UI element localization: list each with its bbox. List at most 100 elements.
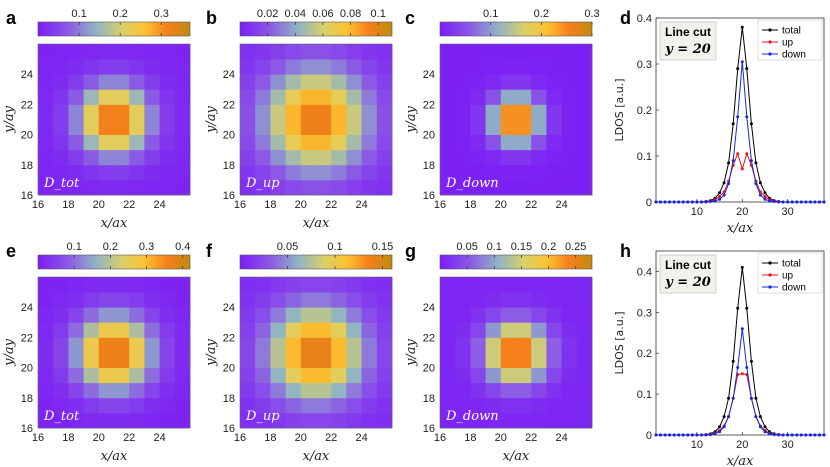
heatmap-cell — [331, 292, 347, 308]
heatmap-cell — [255, 277, 271, 293]
heatmap-cell — [83, 119, 100, 135]
heatmap-cell — [546, 164, 562, 181]
heatmap-cell — [470, 382, 486, 399]
heatmap-cell — [546, 89, 562, 105]
heatmap-cell — [485, 134, 502, 151]
heatmap-cell — [376, 412, 393, 429]
data-point-total — [731, 122, 735, 126]
heatmap-cell — [331, 59, 347, 75]
heatmap-cell — [331, 89, 347, 105]
heatmap-cell — [546, 149, 562, 166]
data-point-down — [695, 433, 699, 437]
heatmap-cell — [285, 134, 302, 151]
heatmap-cell — [255, 149, 271, 166]
heatmap-cell — [270, 59, 286, 75]
heatmap-cell — [361, 119, 378, 135]
heatmap-cell — [500, 74, 517, 90]
heatmap-cell — [174, 179, 191, 196]
heatmap-cell — [270, 277, 286, 293]
heatmap-cell — [576, 164, 593, 181]
heatmap-cell — [300, 164, 317, 181]
heatmap-cell — [159, 307, 176, 323]
data-point-down — [663, 200, 667, 204]
heatmap-cell — [144, 74, 160, 90]
heatmap-cell — [316, 307, 332, 323]
heatmap-cell — [331, 322, 347, 338]
heatmap-cell — [38, 352, 54, 368]
x-tick-label: 16 — [234, 432, 246, 444]
heatmap-cell — [129, 59, 145, 75]
heatmap-cell — [159, 74, 176, 90]
heatmap-cell — [159, 397, 176, 414]
heatmap-cell — [255, 352, 271, 368]
heatmap-cell — [53, 134, 69, 151]
heatmap-cell — [531, 292, 547, 308]
heatmap-cell — [455, 352, 471, 368]
heatmap-cell — [144, 412, 160, 429]
heatmap-cell — [455, 44, 471, 60]
heatmap-cell — [83, 337, 100, 353]
heatmap-cell — [38, 397, 54, 414]
heatmap-cell — [470, 89, 486, 105]
data-point-down — [813, 200, 817, 204]
heatmap-cell — [255, 119, 271, 135]
data-point-down — [790, 433, 794, 437]
heatmap-cell — [576, 74, 593, 90]
data-point-down — [822, 433, 826, 437]
heatmap-cell — [546, 292, 562, 308]
heatmap-cell — [68, 59, 84, 75]
heatmap-cell — [255, 44, 271, 60]
colorbar-tick-label: 0.1 — [67, 241, 82, 253]
heatmap-cell — [500, 104, 517, 120]
x-tick-label: 20 — [736, 439, 748, 451]
heatmap-cell — [129, 89, 145, 105]
heatmap-cell — [98, 149, 115, 166]
data-point-total — [736, 306, 740, 310]
heatmap-cell — [129, 179, 145, 196]
heatmap-cell — [531, 367, 547, 384]
x-tick-label: 18 — [264, 432, 276, 444]
data-point-down — [772, 200, 776, 203]
heatmap-cell — [346, 164, 362, 181]
heatmap-cell — [561, 149, 578, 166]
data-point-down — [768, 199, 771, 203]
heatmap-cell — [346, 104, 362, 120]
heatmap-cell — [316, 292, 332, 308]
data-point-down — [745, 366, 749, 369]
heatmap-cell — [516, 119, 532, 135]
colorbar-tick-label: 0.25 — [565, 241, 586, 253]
heatmap-cell — [240, 397, 256, 414]
heatmap-cell — [98, 382, 115, 399]
heatmap-cell — [546, 134, 562, 151]
heatmap-cell — [440, 292, 456, 308]
y-tick-label: 16 — [423, 423, 435, 435]
heatmap-cell — [376, 149, 393, 166]
heatmap-cell — [485, 104, 502, 120]
heatmap-cell — [455, 74, 471, 90]
data-point-total — [754, 396, 758, 400]
heatmap-cell — [83, 277, 100, 293]
heatmap-cell — [68, 352, 84, 368]
plot-frame — [439, 276, 593, 429]
heatmap-cell — [500, 277, 517, 293]
heatmap-cell — [285, 277, 302, 293]
data-point-down — [690, 433, 694, 437]
y-tick-label: 18 — [21, 393, 33, 405]
heatmap-cell — [331, 337, 347, 353]
heatmap-cell — [470, 44, 486, 60]
heatmap-cell — [255, 104, 271, 120]
heatmap-cell — [440, 367, 456, 384]
heatmap-cell — [470, 292, 486, 308]
heatmap-cell — [270, 367, 286, 384]
heatmap-cell — [159, 277, 176, 293]
heatmap-cell — [129, 44, 145, 60]
data-point-up — [740, 372, 744, 376]
heatmap-cell — [240, 307, 256, 323]
data-point-down — [804, 433, 808, 437]
data-point-down — [704, 433, 708, 437]
heatmap-cell — [316, 412, 332, 429]
heatmap-cell — [129, 134, 145, 151]
heatmap-cell — [376, 119, 393, 135]
heatmap-cell — [531, 277, 547, 293]
heatmap-cell — [331, 352, 347, 368]
